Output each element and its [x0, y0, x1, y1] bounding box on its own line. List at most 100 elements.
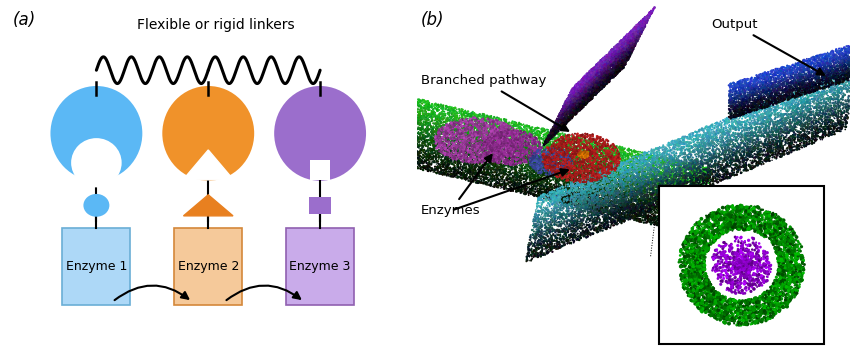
Point — [615, 155, 629, 161]
Point — [755, 94, 768, 100]
Point — [443, 138, 456, 143]
Point — [831, 94, 845, 100]
Point — [802, 68, 815, 73]
Point — [721, 130, 734, 136]
Point — [563, 115, 576, 121]
Point — [699, 224, 712, 230]
Point — [541, 176, 555, 181]
Point — [642, 206, 655, 211]
Point — [560, 177, 574, 183]
Point — [467, 167, 480, 173]
Point — [808, 69, 822, 75]
Point — [596, 61, 609, 67]
Point — [497, 150, 511, 155]
Point — [742, 83, 756, 89]
Point — [657, 158, 671, 163]
Point — [660, 175, 674, 180]
Point — [422, 123, 435, 128]
Point — [470, 153, 484, 159]
Point — [609, 164, 623, 169]
Point — [580, 161, 593, 167]
Point — [611, 61, 625, 67]
Point — [773, 304, 786, 310]
Point — [502, 176, 516, 181]
Point — [567, 184, 581, 189]
Point — [608, 208, 621, 213]
Point — [836, 120, 850, 125]
Point — [562, 172, 575, 178]
Point — [819, 108, 832, 114]
Point — [457, 174, 471, 179]
Point — [776, 106, 790, 112]
Point — [754, 125, 768, 131]
Point — [581, 72, 594, 78]
Point — [508, 161, 522, 167]
Point — [787, 289, 801, 295]
Bar — [62, 228, 130, 305]
Point — [587, 86, 601, 92]
Point — [457, 135, 471, 140]
Point — [674, 272, 688, 278]
Point — [552, 173, 566, 178]
Point — [467, 144, 480, 150]
Point — [736, 318, 750, 323]
Point — [548, 193, 562, 199]
Point — [597, 68, 610, 74]
Point — [448, 154, 462, 160]
Point — [472, 125, 485, 131]
Point — [612, 200, 626, 206]
Point — [763, 158, 777, 164]
Point — [651, 167, 665, 172]
Point — [421, 126, 434, 132]
Point — [583, 173, 597, 179]
Point — [669, 208, 683, 214]
Point — [601, 161, 615, 167]
Point — [564, 94, 577, 99]
Point — [484, 131, 498, 136]
Point — [745, 140, 759, 145]
Point — [598, 64, 612, 69]
Point — [495, 125, 508, 131]
Point — [562, 110, 575, 115]
Point — [563, 135, 576, 141]
Point — [581, 151, 595, 157]
Point — [658, 173, 672, 178]
Point — [479, 134, 492, 140]
Point — [592, 200, 606, 206]
Point — [617, 170, 631, 175]
Point — [570, 99, 583, 105]
Point — [779, 295, 792, 300]
Point — [755, 273, 768, 279]
Point — [484, 147, 497, 152]
Point — [619, 191, 632, 197]
Point — [608, 62, 621, 67]
Point — [536, 162, 549, 167]
Point — [729, 85, 743, 90]
Point — [571, 101, 585, 107]
Point — [725, 84, 739, 90]
Point — [579, 172, 592, 178]
Point — [770, 303, 784, 308]
Point — [726, 85, 740, 91]
Point — [593, 61, 607, 66]
Point — [768, 115, 782, 120]
Point — [578, 196, 592, 201]
Point — [654, 166, 667, 172]
Point — [619, 48, 632, 54]
Point — [815, 93, 829, 99]
Point — [477, 141, 490, 146]
Point — [833, 49, 847, 55]
Point — [645, 212, 659, 217]
Point — [790, 75, 804, 81]
Point — [594, 200, 608, 206]
Point — [761, 151, 774, 157]
Point — [619, 160, 632, 166]
Point — [605, 47, 619, 53]
Point — [603, 78, 616, 84]
Point — [612, 69, 626, 75]
Point — [638, 192, 652, 198]
Point — [536, 180, 549, 185]
Point — [817, 76, 830, 82]
Point — [685, 225, 699, 231]
Point — [672, 143, 686, 148]
